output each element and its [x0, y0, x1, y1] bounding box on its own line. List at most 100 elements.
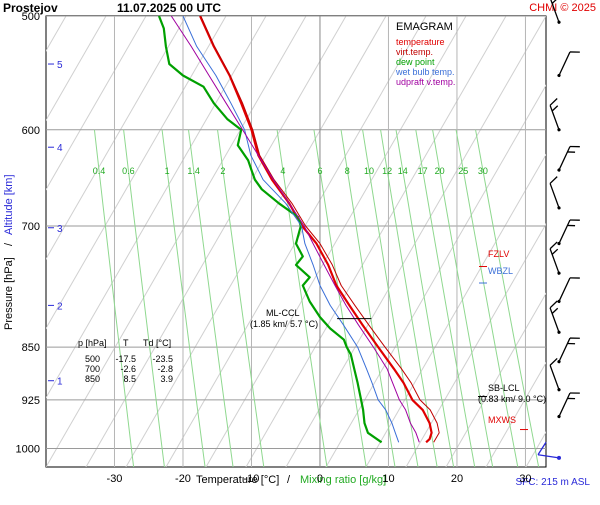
mixing-ratio-line [161, 129, 206, 467]
wind-barb-flag [551, 0, 559, 4]
wind-barb-base [557, 128, 561, 132]
wind-barb-flag [551, 307, 559, 314]
wind-barb-staff [558, 277, 571, 302]
wind-barb-staff [549, 307, 560, 333]
x-axis-title-separator: / [287, 474, 291, 486]
wind-barb-staff [549, 0, 560, 23]
mixing-ratio-label: 25 [458, 166, 468, 176]
mixing-ratio-label: 17 [418, 166, 428, 176]
dry-adiabat-line [205, 16, 467, 467]
wind-barb-surface [537, 454, 560, 459]
wind-barb-staff [558, 51, 571, 76]
x-tick-label: 20 [451, 473, 463, 485]
y-axis-title: Pressure [hPa] / Altitude [km] [3, 174, 15, 330]
dry-adiabat-line [285, 16, 546, 467]
dry-adiabat-line [405, 223, 546, 467]
altitude-tick-label: 3 [57, 224, 63, 235]
wind-barb-flag [549, 241, 558, 250]
legend-item-temperature: temperature [396, 37, 445, 47]
wind-barb-staff [558, 337, 571, 362]
mixing-ratio-label: 8 [345, 166, 350, 176]
sb-lcl-label: SB-LCL [488, 383, 520, 393]
pressure-tick-label: 700 [22, 221, 40, 233]
mixing-ratio-label: 30 [478, 166, 488, 176]
mixing-ratio-line [432, 129, 494, 467]
table-header-t: T [123, 338, 129, 348]
wind-barb-base [557, 206, 561, 210]
dry-adiabat-line [46, 16, 267, 399]
wind-barb-surface [537, 441, 547, 456]
table-header-p: p [hPa] [78, 338, 107, 348]
mixing-ratio-line [415, 129, 476, 467]
dry-adiabat-line [485, 361, 546, 467]
wind-barb-flag [551, 248, 559, 255]
mixing-ratio-label: 10 [364, 166, 374, 176]
dry-adiabat-line [125, 16, 387, 467]
ml-ccl-detail: (1.85 km/ 5.7 °C) [250, 319, 318, 329]
table-header-td: Td [°C] [143, 338, 171, 348]
mixing-ratio-line [455, 129, 519, 467]
wind-barb-staff [549, 365, 560, 390]
wind-barb-base [557, 299, 561, 304]
wind-barb-flag [567, 224, 576, 227]
wind-barb [557, 392, 580, 419]
wind-barb-flag [569, 145, 580, 148]
wind-barb-base [557, 360, 561, 364]
altitude-tick-label: 5 [57, 60, 63, 71]
wind-barb-flag [569, 337, 580, 339]
mixing-ratio-line [395, 129, 455, 467]
wind-barb-flag [549, 98, 558, 106]
mixing-ratio-line [313, 129, 367, 467]
table-cell: -2.6 [120, 364, 136, 374]
wind-barb [557, 337, 580, 364]
wind-barb-flag [569, 277, 580, 279]
wind-barb-flag [549, 357, 558, 366]
dry-adiabat-line [46, 16, 147, 191]
y-axis-title-pressure: Pressure [hPa] [3, 257, 15, 330]
wind-barb [549, 300, 561, 334]
wind-barb-flag [567, 342, 576, 345]
wind-barb-staff [558, 146, 571, 171]
series-line-wet-bulb-temp [182, 16, 400, 443]
table-cell: 8.5 [123, 374, 136, 384]
wind-barb-base [557, 388, 561, 392]
wind-barb-surface-base [557, 455, 561, 460]
legend-item-wet-bulb: wet bulb temp. [395, 67, 455, 77]
wind-barb-flag [569, 51, 580, 53]
x-tick-label: 0 [317, 473, 323, 485]
mixing-ratio-label: 14 [398, 166, 408, 176]
x-axis-title-temperature: Temperature [°C] [196, 474, 279, 486]
dry-adiabat-line [566, 16, 600, 467]
wind-barb-staff [558, 392, 571, 417]
wind-barb [557, 219, 580, 246]
credit-text: CHMI © 2025 [529, 2, 596, 14]
pressure-tick-label: 850 [22, 342, 40, 354]
wbzl-label: WBZL [488, 266, 513, 276]
level-annotations: ML-CCL (1.85 km/ 5.7 °C) SB-LCL (0.83 km… [250, 249, 546, 425]
table-cell: -23.5 [152, 354, 173, 364]
surface-elevation: SFC: 215 m ASL [516, 477, 591, 488]
mixing-ratio-label: 0.6 [122, 166, 135, 176]
series-line-udpraft-v-temp [170, 16, 420, 443]
wind-barb-flag [549, 176, 558, 184]
table-cell: 850 [85, 374, 100, 384]
dry-adiabat-line [245, 16, 507, 467]
plot-area [45, 15, 600, 468]
wind-barb-base [557, 330, 561, 334]
table-cell: 700 [85, 364, 100, 374]
wind-barb-flag [567, 397, 576, 400]
wind-barb-base [557, 271, 561, 275]
table-cell: -17.5 [115, 354, 136, 364]
mixing-ratio-line [340, 129, 396, 467]
pressure-tick-label: 500 [22, 11, 40, 23]
sounding-datetime: 11.07.2025 00 UTC [117, 1, 221, 15]
mixing-ratio-line [188, 129, 234, 467]
mixing-ratio-label: 4 [280, 166, 285, 176]
wind-barb [549, 357, 561, 392]
series-line-temperature [199, 16, 433, 444]
dry-adiabat-line [46, 16, 187, 260]
wind-barb-base [557, 241, 561, 246]
legend: EMAGRAM temperature virt.temp. dew point… [395, 21, 455, 87]
